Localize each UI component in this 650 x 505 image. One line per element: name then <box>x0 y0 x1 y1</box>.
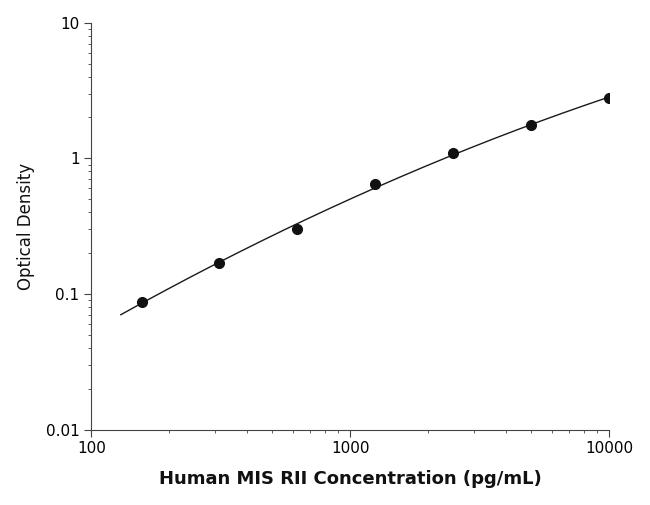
X-axis label: Human MIS RII Concentration (pg/mL): Human MIS RII Concentration (pg/mL) <box>159 470 541 488</box>
Y-axis label: Optical Density: Optical Density <box>17 163 34 290</box>
